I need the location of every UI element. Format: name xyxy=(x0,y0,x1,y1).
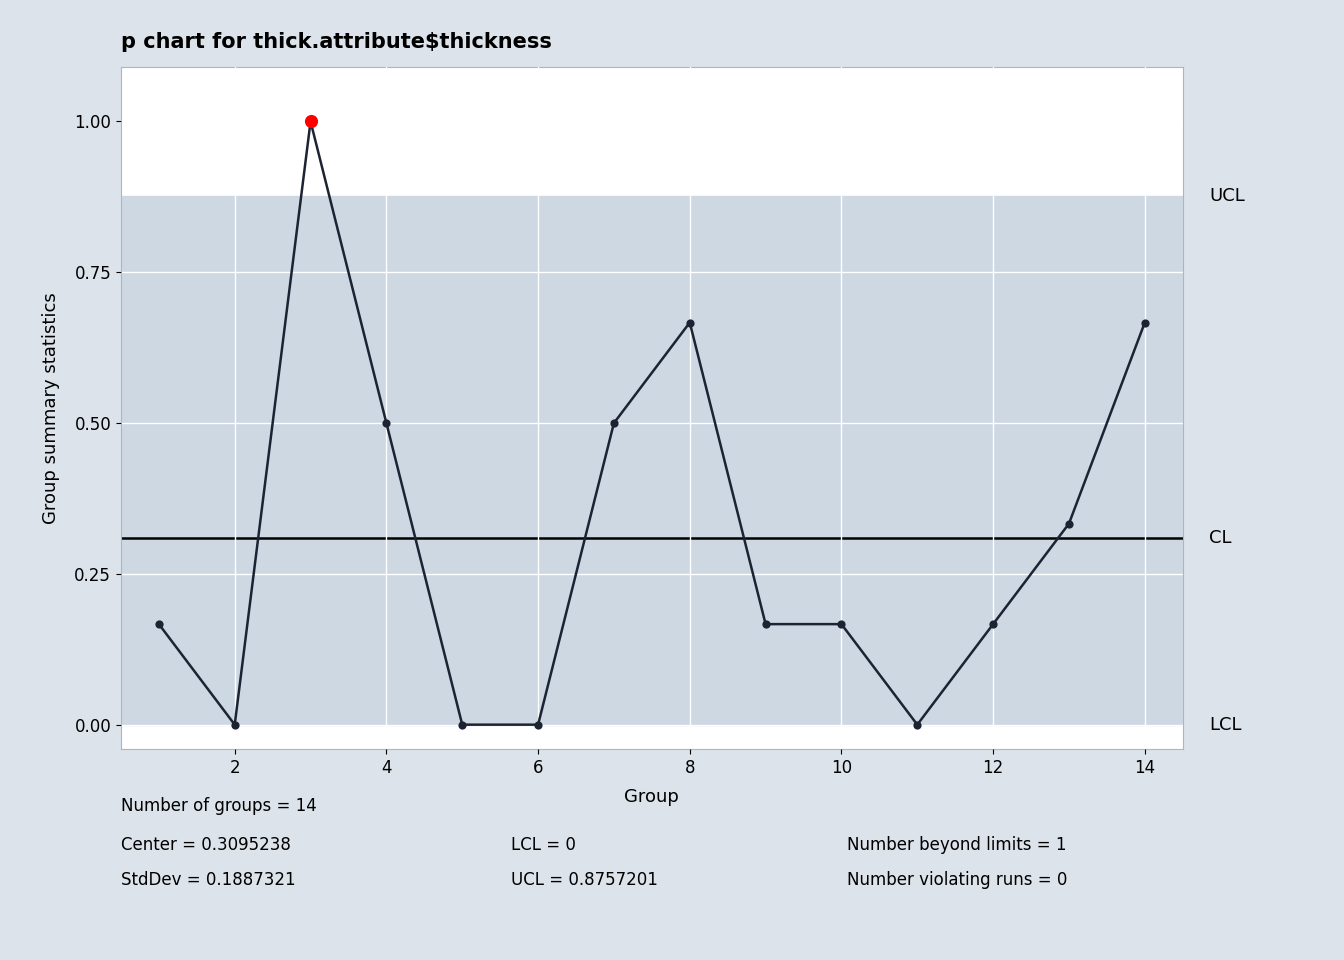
Bar xyxy=(121,197,1183,725)
Text: CL: CL xyxy=(1210,529,1231,547)
Y-axis label: Group summary statistics: Group summary statistics xyxy=(43,292,60,524)
Point xyxy=(831,616,852,632)
Text: UCL = 0.8757201: UCL = 0.8757201 xyxy=(511,871,657,889)
X-axis label: Group: Group xyxy=(625,787,679,805)
Point xyxy=(527,717,548,732)
Point xyxy=(679,315,700,330)
Text: LCL = 0: LCL = 0 xyxy=(511,835,575,853)
Text: StdDev = 0.1887321: StdDev = 0.1887321 xyxy=(121,871,296,889)
Text: LCL: LCL xyxy=(1210,715,1242,733)
Point xyxy=(1058,516,1079,531)
Point xyxy=(224,717,246,732)
Point xyxy=(906,717,927,732)
Point xyxy=(1134,315,1156,330)
Point xyxy=(148,616,169,632)
Point xyxy=(300,114,321,130)
Text: Number beyond limits = 1: Number beyond limits = 1 xyxy=(847,835,1066,853)
Point xyxy=(982,616,1004,632)
Text: Center = 0.3095238: Center = 0.3095238 xyxy=(121,835,290,853)
Point xyxy=(603,416,625,431)
Point xyxy=(755,616,777,632)
Point xyxy=(452,717,473,732)
Text: Number of groups = 14: Number of groups = 14 xyxy=(121,797,317,815)
Text: UCL: UCL xyxy=(1210,187,1245,205)
Text: p chart for thick.attribute$thickness: p chart for thick.attribute$thickness xyxy=(121,32,552,52)
Point xyxy=(375,416,398,431)
Text: Number violating runs = 0: Number violating runs = 0 xyxy=(847,871,1067,889)
